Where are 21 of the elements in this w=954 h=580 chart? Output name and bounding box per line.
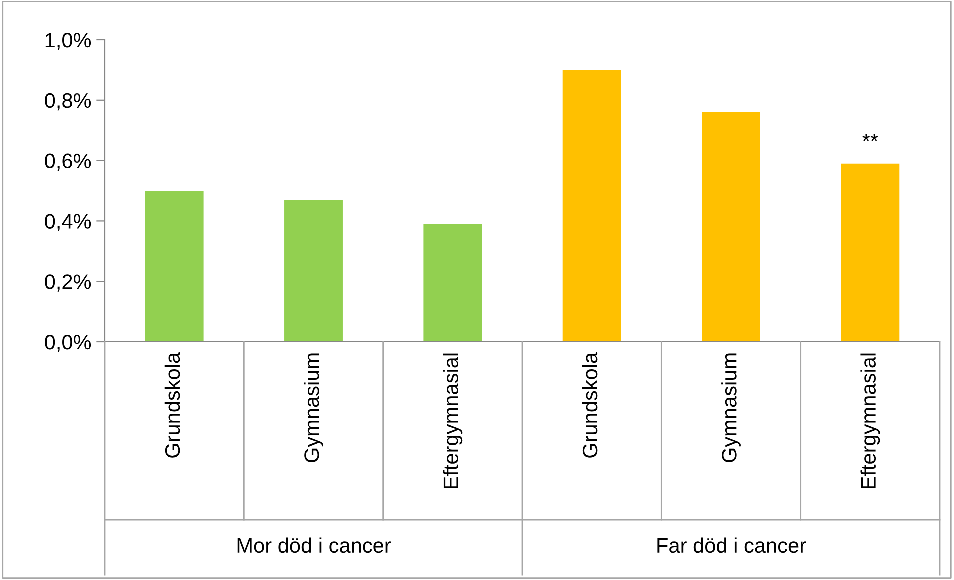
y-tick-label: 0,4% bbox=[45, 214, 92, 232]
x-tick-label: Grundskola bbox=[582, 352, 598, 458]
x-tick-label: Gymnasium bbox=[722, 354, 741, 463]
bar bbox=[424, 224, 482, 342]
y-tick-label: 1,0% bbox=[46, 33, 92, 50]
bar bbox=[841, 164, 900, 342]
y-tick-label: 0,2% bbox=[45, 274, 92, 292]
x-tick-label: Eftergymnasial bbox=[443, 354, 463, 489]
bar bbox=[284, 200, 343, 342]
y-tick-label: 0,8% bbox=[45, 93, 92, 111]
bar bbox=[145, 191, 204, 342]
bar bbox=[702, 112, 760, 342]
data-label: ** bbox=[862, 134, 878, 142]
text: Mor död i cancer bbox=[238, 538, 391, 554]
y-tick-label: 0,0% bbox=[45, 335, 92, 352]
x-tick-label: Gymnasium bbox=[304, 354, 324, 463]
text: Far död i cancer bbox=[658, 538, 806, 554]
x-tick-label: Eftergymnasial bbox=[860, 354, 880, 489]
bar bbox=[562, 70, 622, 342]
x-tick-label: Grundskola bbox=[164, 352, 180, 458]
y-tick-label: 0,6% bbox=[45, 154, 92, 172]
